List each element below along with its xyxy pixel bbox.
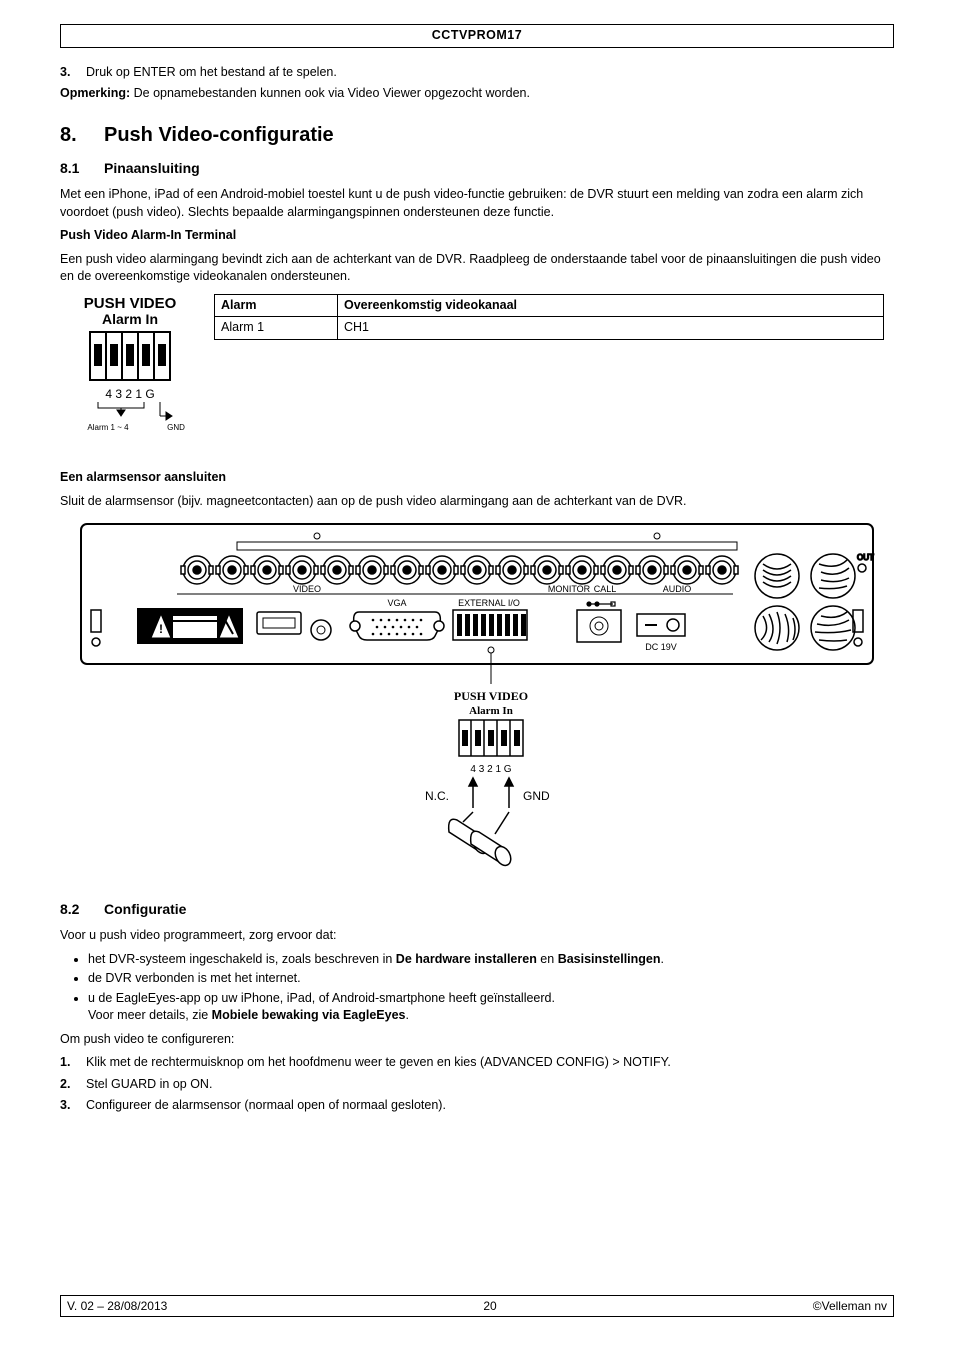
section-8-1-heading: 8.1Pinaansluiting [60,159,894,179]
svg-text:AUDIO: AUDIO [663,584,692,594]
dvr-diagram-icon: VIDEO MONITOR CALL AUDIO ! VGA EXTERNAL … [77,520,877,880]
dvr-rear-diagram: VIDEO MONITOR CALL AUDIO ! VGA EXTERNAL … [60,520,894,886]
config-step-2: 2.Stel GUARD in op ON. [60,1076,894,1094]
note-text: De opnamebestanden kunnen ook via Video … [130,86,530,100]
table-header-row: Alarm Overeenkomstig videokanaal [215,294,884,317]
svg-text:!: ! [159,622,163,636]
svg-text:GND: GND [523,789,550,803]
subsection-title: Pinaansluiting [104,160,200,176]
svg-text:VIDEO: VIDEO [293,584,321,594]
s81-para3: Sluit de alarmsensor (bijv. magneetconta… [60,493,894,511]
header-product-box: CCTVPROM17 [60,24,894,48]
table-row: Alarm 1 CH1 [215,317,884,340]
svg-text:OUT: OUT [857,553,874,562]
s81-para1: Met een iPhone, iPad of een Android-mobi… [60,186,894,221]
list-item: u de EagleEyes-app op uw iPhone, iPad, o… [88,990,894,1025]
section-8-2-heading: 8.2Configuratie [60,900,894,920]
footer-copyright: ©Velleman nv [813,1298,887,1315]
s81-sensor-heading: Een alarmsensor aansluiten [60,469,894,487]
svg-text:PUSH VIDEO: PUSH VIDEO [84,295,177,312]
intro-step-3: 3.Druk op ENTER om het bestand af te spe… [60,64,894,82]
svg-text:Alarm In: Alarm In [102,311,158,327]
push-video-terminal-icon: PUSH VIDEO Alarm In 4 3 2 1 G [60,294,200,444]
s82-intro: Voor u push video programmeert, zorg erv… [60,927,894,945]
cell-channel: CH1 [338,317,884,340]
svg-text:4 3 2 1 G: 4 3 2 1 G [105,387,154,401]
svg-text:Alarm In: Alarm In [469,705,513,717]
subsection-title: Configuratie [104,901,186,917]
config-step-1: 1.Klik met de rechtermuisknop om het hoo… [60,1054,894,1072]
svg-text:VGA: VGA [387,598,406,608]
svg-text:MONITOR: MONITOR [548,584,591,594]
config-step-3: 3.Configureer de alarmsensor (normaal op… [60,1097,894,1115]
svg-text:EXTERNAL I/O: EXTERNAL I/O [458,598,520,608]
col-channel: Overeenkomstig videokanaal [338,294,884,317]
alarm-table: Alarm Overeenkomstig videokanaal Alarm 1… [214,294,884,340]
terminal-diagram: PUSH VIDEO Alarm In 4 3 2 1 G [60,294,200,450]
subsection-number: 8.2 [60,900,104,920]
section-number: 8. [60,121,104,149]
list-item: de DVR verbonden is met het internet. [88,970,894,988]
s81-terminal-heading: Push Video Alarm-In Terminal [60,227,894,245]
col-alarm: Alarm [215,294,338,317]
footer-page: 20 [483,1298,496,1315]
intro-note: Opmerking: De opnamebestanden kunnen ook… [60,85,894,103]
subsection-number: 8.1 [60,159,104,179]
section-8-heading: 8.Push Video-configuratie [60,121,894,149]
svg-text:DC 19V: DC 19V [645,642,677,652]
s82-config-intro: Om push video te configureren: [60,1031,894,1049]
svg-text:CALL: CALL [594,584,617,594]
note-label: Opmerking: [60,86,130,100]
svg-text:Alarm 1 ~ 4: Alarm 1 ~ 4 [87,423,129,432]
svg-text:4 3 2 1 G: 4 3 2 1 G [470,764,511,775]
cell-alarm: Alarm 1 [215,317,338,340]
step-text: Druk op ENTER om het bestand af te spele… [86,65,337,79]
footer-version: V. 02 – 28/08/2013 [67,1298,167,1315]
svg-text:GND: GND [167,423,185,432]
terminal-table-wrap: PUSH VIDEO Alarm In 4 3 2 1 G [60,294,894,450]
list-item: het DVR-systeem ingeschakeld is, zoals b… [88,951,894,969]
s82-bullets: het DVR-systeem ingeschakeld is, zoals b… [60,951,894,1025]
svg-text:PUSH VIDEO: PUSH VIDEO [454,689,528,703]
section-title: Push Video-configuratie [104,124,334,146]
s81-para2: Een push video alarmingang bevindt zich … [60,251,894,286]
svg-text:N.C.: N.C. [425,789,449,803]
step-number: 3. [60,64,86,82]
page-footer: V. 02 – 28/08/2013 20 ©Velleman nv [60,1295,894,1318]
